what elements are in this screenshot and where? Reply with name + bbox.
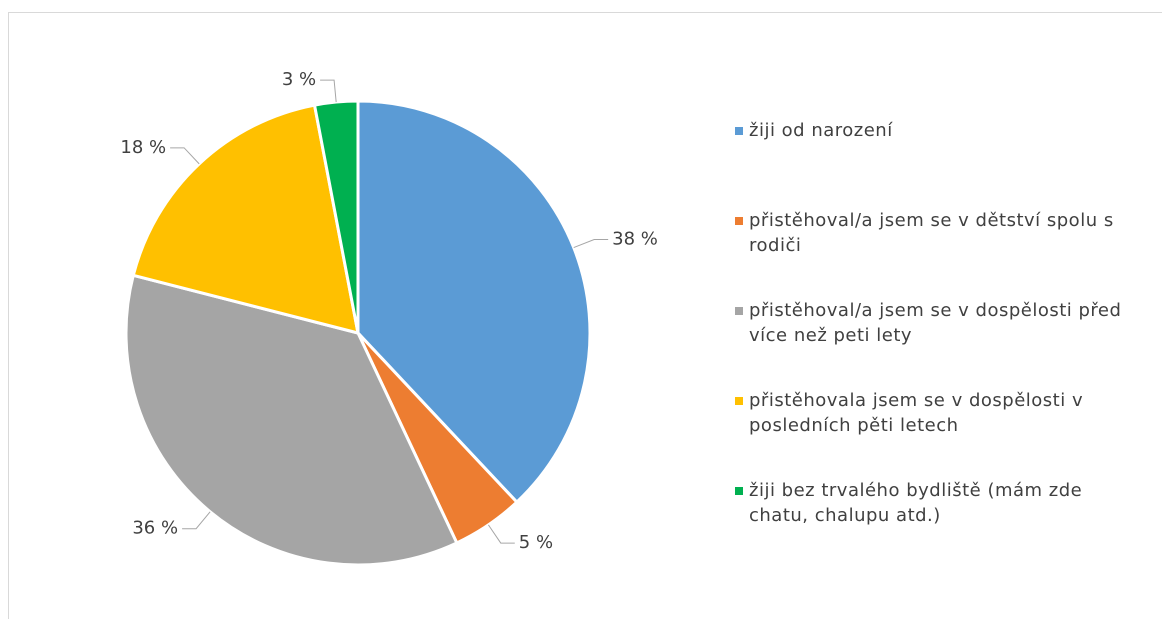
leader-line bbox=[320, 79, 337, 103]
pie-slice bbox=[131, 103, 360, 336]
data-label: 3 % bbox=[282, 69, 316, 90]
legend-item: přistěhoval/a jsem se v dospělosti před … bbox=[735, 298, 1129, 388]
leader-line bbox=[573, 238, 609, 249]
leader-line bbox=[170, 147, 200, 165]
legend-label: přistěhoval/a jsem se v dospělosti před … bbox=[749, 300, 1122, 346]
legend-item: žiji od narození bbox=[735, 118, 1129, 208]
legend-label: přistěhoval/a jsem se v dětství spolu s … bbox=[749, 210, 1114, 256]
chart-frame bbox=[8, 12, 1162, 619]
legend: žiji od narození přistěhoval/a jsem se v … bbox=[735, 118, 1135, 568]
legend-label: žiji od narození bbox=[749, 120, 893, 141]
legend-swatch bbox=[735, 397, 743, 405]
legend-item: přistěhovala jsem se v dospělosti v posl… bbox=[735, 388, 1129, 478]
legend-swatch bbox=[735, 307, 743, 315]
pie-slice bbox=[124, 273, 459, 567]
legend-item: přistěhoval/a jsem se v dětství spolu s … bbox=[735, 208, 1129, 298]
legend-swatch bbox=[735, 487, 743, 495]
data-label: 36 % bbox=[132, 518, 178, 539]
data-label: 5 % bbox=[519, 532, 553, 553]
data-label: 18 % bbox=[120, 137, 166, 158]
legend-item: žiji bez trvalého bydliště (mám zde chat… bbox=[735, 478, 1129, 568]
legend-swatch bbox=[735, 127, 743, 135]
legend-label: přistěhovala jsem se v dospělosti v posl… bbox=[749, 390, 1084, 436]
legend-label: žiji bez trvalého bydliště (mám zde chat… bbox=[749, 480, 1083, 526]
legend-swatch bbox=[735, 217, 743, 225]
leader-line bbox=[182, 511, 211, 530]
data-label: 38 % bbox=[612, 228, 658, 249]
leader-line bbox=[487, 524, 515, 544]
